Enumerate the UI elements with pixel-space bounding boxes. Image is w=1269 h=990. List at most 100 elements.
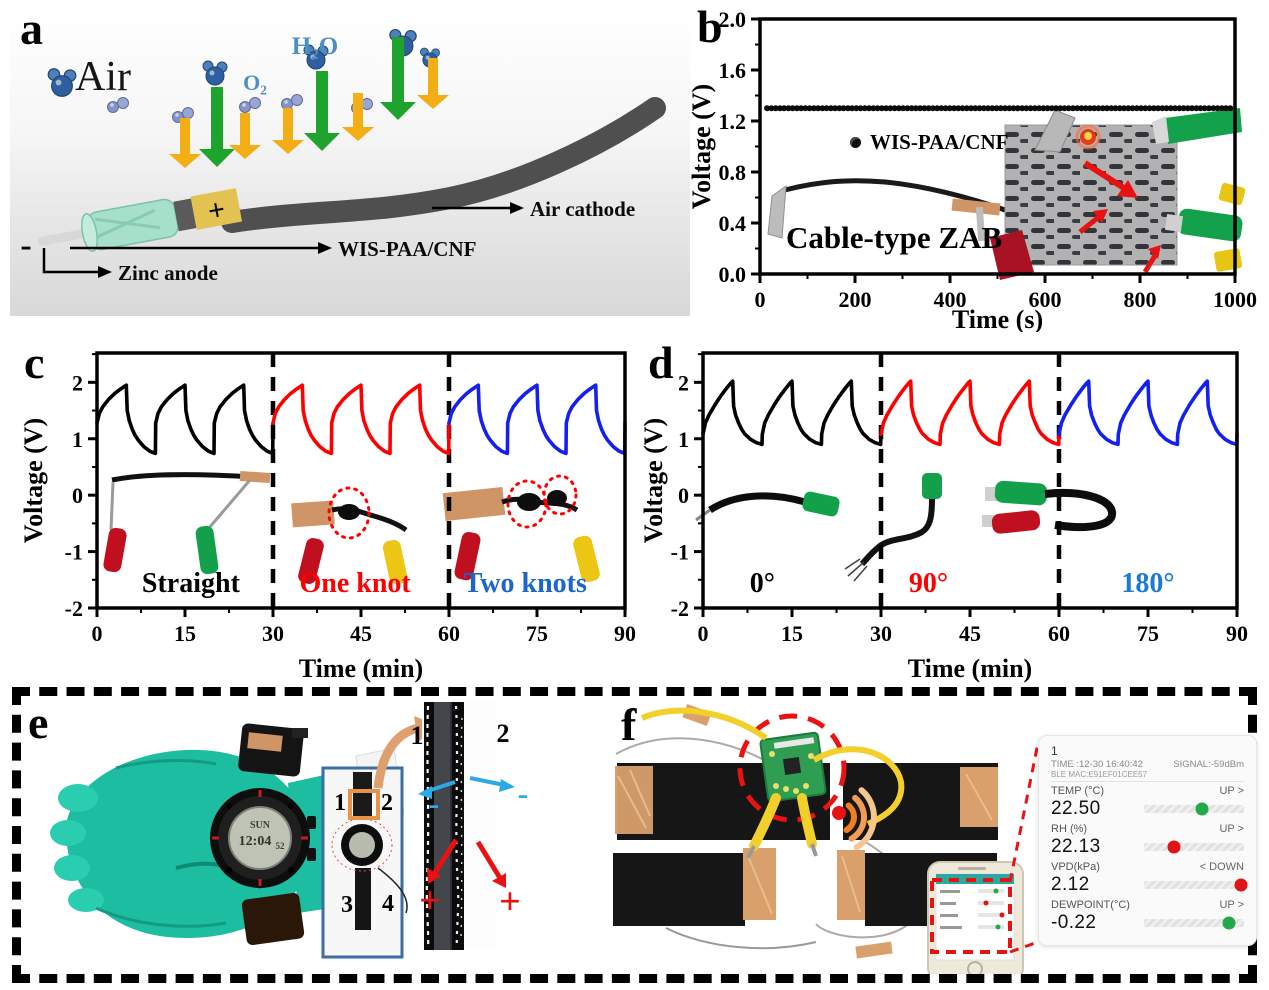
data-point: [849, 105, 856, 112]
sensor-slider[interactable]: [1144, 916, 1244, 930]
strap-number-4: 4: [382, 891, 394, 917]
o2-arrow-icon: [169, 118, 201, 168]
cable-ring: [173, 198, 197, 232]
trend-label: < DOWN: [1199, 861, 1244, 873]
watch-seconds: 52: [276, 841, 286, 851]
data-point: [772, 105, 779, 112]
x-tick-label: 60: [1048, 621, 1070, 646]
data-point: [815, 105, 822, 112]
panel-c-chart: Straight One knot Two knots 0 15 30 45 60 75 90 -2…: [12, 332, 642, 684]
data-point: [993, 105, 1000, 112]
sensor-row-temp: TEMP (°C) UP > 22.50: [1051, 785, 1244, 820]
y-tick-label: -2: [671, 596, 689, 621]
x-axis-title: Time (min): [908, 654, 1032, 683]
data-point: [1210, 105, 1217, 112]
data-point: [776, 105, 783, 112]
red-clip-icon: [990, 230, 1034, 280]
data-point: [1125, 105, 1132, 112]
device-id: 1: [1051, 744, 1058, 758]
data-point: [1095, 105, 1102, 112]
y-tick-label: 2: [678, 370, 689, 395]
data-point: [1108, 105, 1115, 112]
sensor-row-rh: RH (%) UP > 22.13: [1051, 823, 1244, 858]
x-tick-label: 0: [755, 287, 766, 312]
slider-dot[interactable]: [1195, 802, 1209, 816]
data-point: [1074, 105, 1081, 112]
y-tick-label: 2.0: [719, 7, 747, 32]
sensor-label: VPD(kPa): [1051, 861, 1100, 873]
cable-air-cathode: [221, 97, 666, 233]
data-point: [1087, 105, 1093, 112]
signal-value: SIGNAL:-59dBm: [1173, 759, 1244, 770]
panel-d-chart: 0° 90° 180° 0 15 30 45 60 75 90 -2 -1 0 1 2 Time (min) V…: [640, 332, 1269, 684]
segment-label: 0°: [750, 568, 775, 599]
zoom-callout-lines: [1008, 742, 1040, 954]
data-point: [1163, 105, 1170, 112]
green-clip-icon: [994, 480, 1048, 506]
data-point: [951, 105, 958, 112]
data-point: [1142, 105, 1149, 112]
zoom-region-box: [348, 789, 380, 820]
data-point: [768, 105, 775, 112]
two-knots-photo: [442, 474, 600, 583]
sensor-slider[interactable]: [1144, 802, 1244, 816]
y-tick-label: 0.8: [719, 160, 747, 185]
green-clip-icon: [922, 473, 942, 499]
data-point: [764, 105, 771, 112]
slider-dot[interactable]: [1167, 840, 1181, 854]
y-tick-label: -2: [65, 596, 83, 621]
slider-dot[interactable]: [1222, 916, 1236, 930]
data-point: [963, 105, 970, 112]
data-point: [878, 105, 885, 112]
data-point: [1065, 105, 1072, 112]
copper-tape: [247, 732, 283, 752]
data-point: [1112, 105, 1119, 112]
o2-arrow-icon: [229, 113, 261, 159]
sensor-slider[interactable]: [1144, 878, 1248, 892]
watch-day: SUN: [250, 820, 271, 831]
y-tick-label: 2: [72, 370, 83, 395]
x-tick-label: 0: [698, 621, 709, 646]
data-point: [1082, 105, 1089, 112]
time-label: TIME: [1051, 759, 1074, 770]
data-point: [844, 105, 851, 112]
sensor-slider[interactable]: [1144, 840, 1244, 854]
data-point: [883, 105, 890, 112]
data-point: [806, 105, 813, 112]
h2o-arrow-icon: [380, 37, 416, 120]
segment-label: 90°: [909, 568, 948, 599]
data-point: [985, 105, 992, 112]
data-point: [1010, 105, 1017, 112]
knot-circle-annotation: [542, 474, 578, 516]
data-point: [908, 105, 915, 112]
yellow-clip-icon: [382, 539, 408, 585]
data-point: [1206, 105, 1212, 112]
data-point: [921, 105, 928, 112]
data-point: [904, 105, 911, 112]
pcb-highlight-circle: [737, 713, 847, 823]
schematic-art: + Air H₂O O₂ - Air cathode WIS-PAA/CNF Z…: [20, 28, 666, 285]
cable-180deg-photo: [982, 480, 1116, 534]
data-point: [1053, 105, 1059, 112]
data-point: [1172, 105, 1178, 112]
series-line: [879, 379, 1061, 447]
green-clip-icon: [1177, 208, 1243, 242]
y-axis-title: Voltage (V): [640, 418, 668, 543]
slider-dot[interactable]: [1234, 878, 1248, 892]
cable-90deg-photo: [844, 473, 942, 582]
data-point: [1116, 105, 1123, 112]
data-point: [866, 105, 873, 112]
data-point: [1201, 105, 1208, 112]
callout-arrowheads: [98, 202, 524, 278]
trend-label: UP >: [1219, 823, 1244, 835]
led-glow: [1075, 124, 1101, 150]
data-point: [1138, 105, 1144, 112]
data-point: [1180, 105, 1187, 112]
data-point: [832, 105, 839, 112]
x-tick-label: 60: [438, 621, 460, 646]
data-point: [938, 105, 945, 112]
data-point: [1057, 105, 1064, 112]
data-point: [857, 105, 864, 112]
data-point: [1133, 105, 1140, 112]
